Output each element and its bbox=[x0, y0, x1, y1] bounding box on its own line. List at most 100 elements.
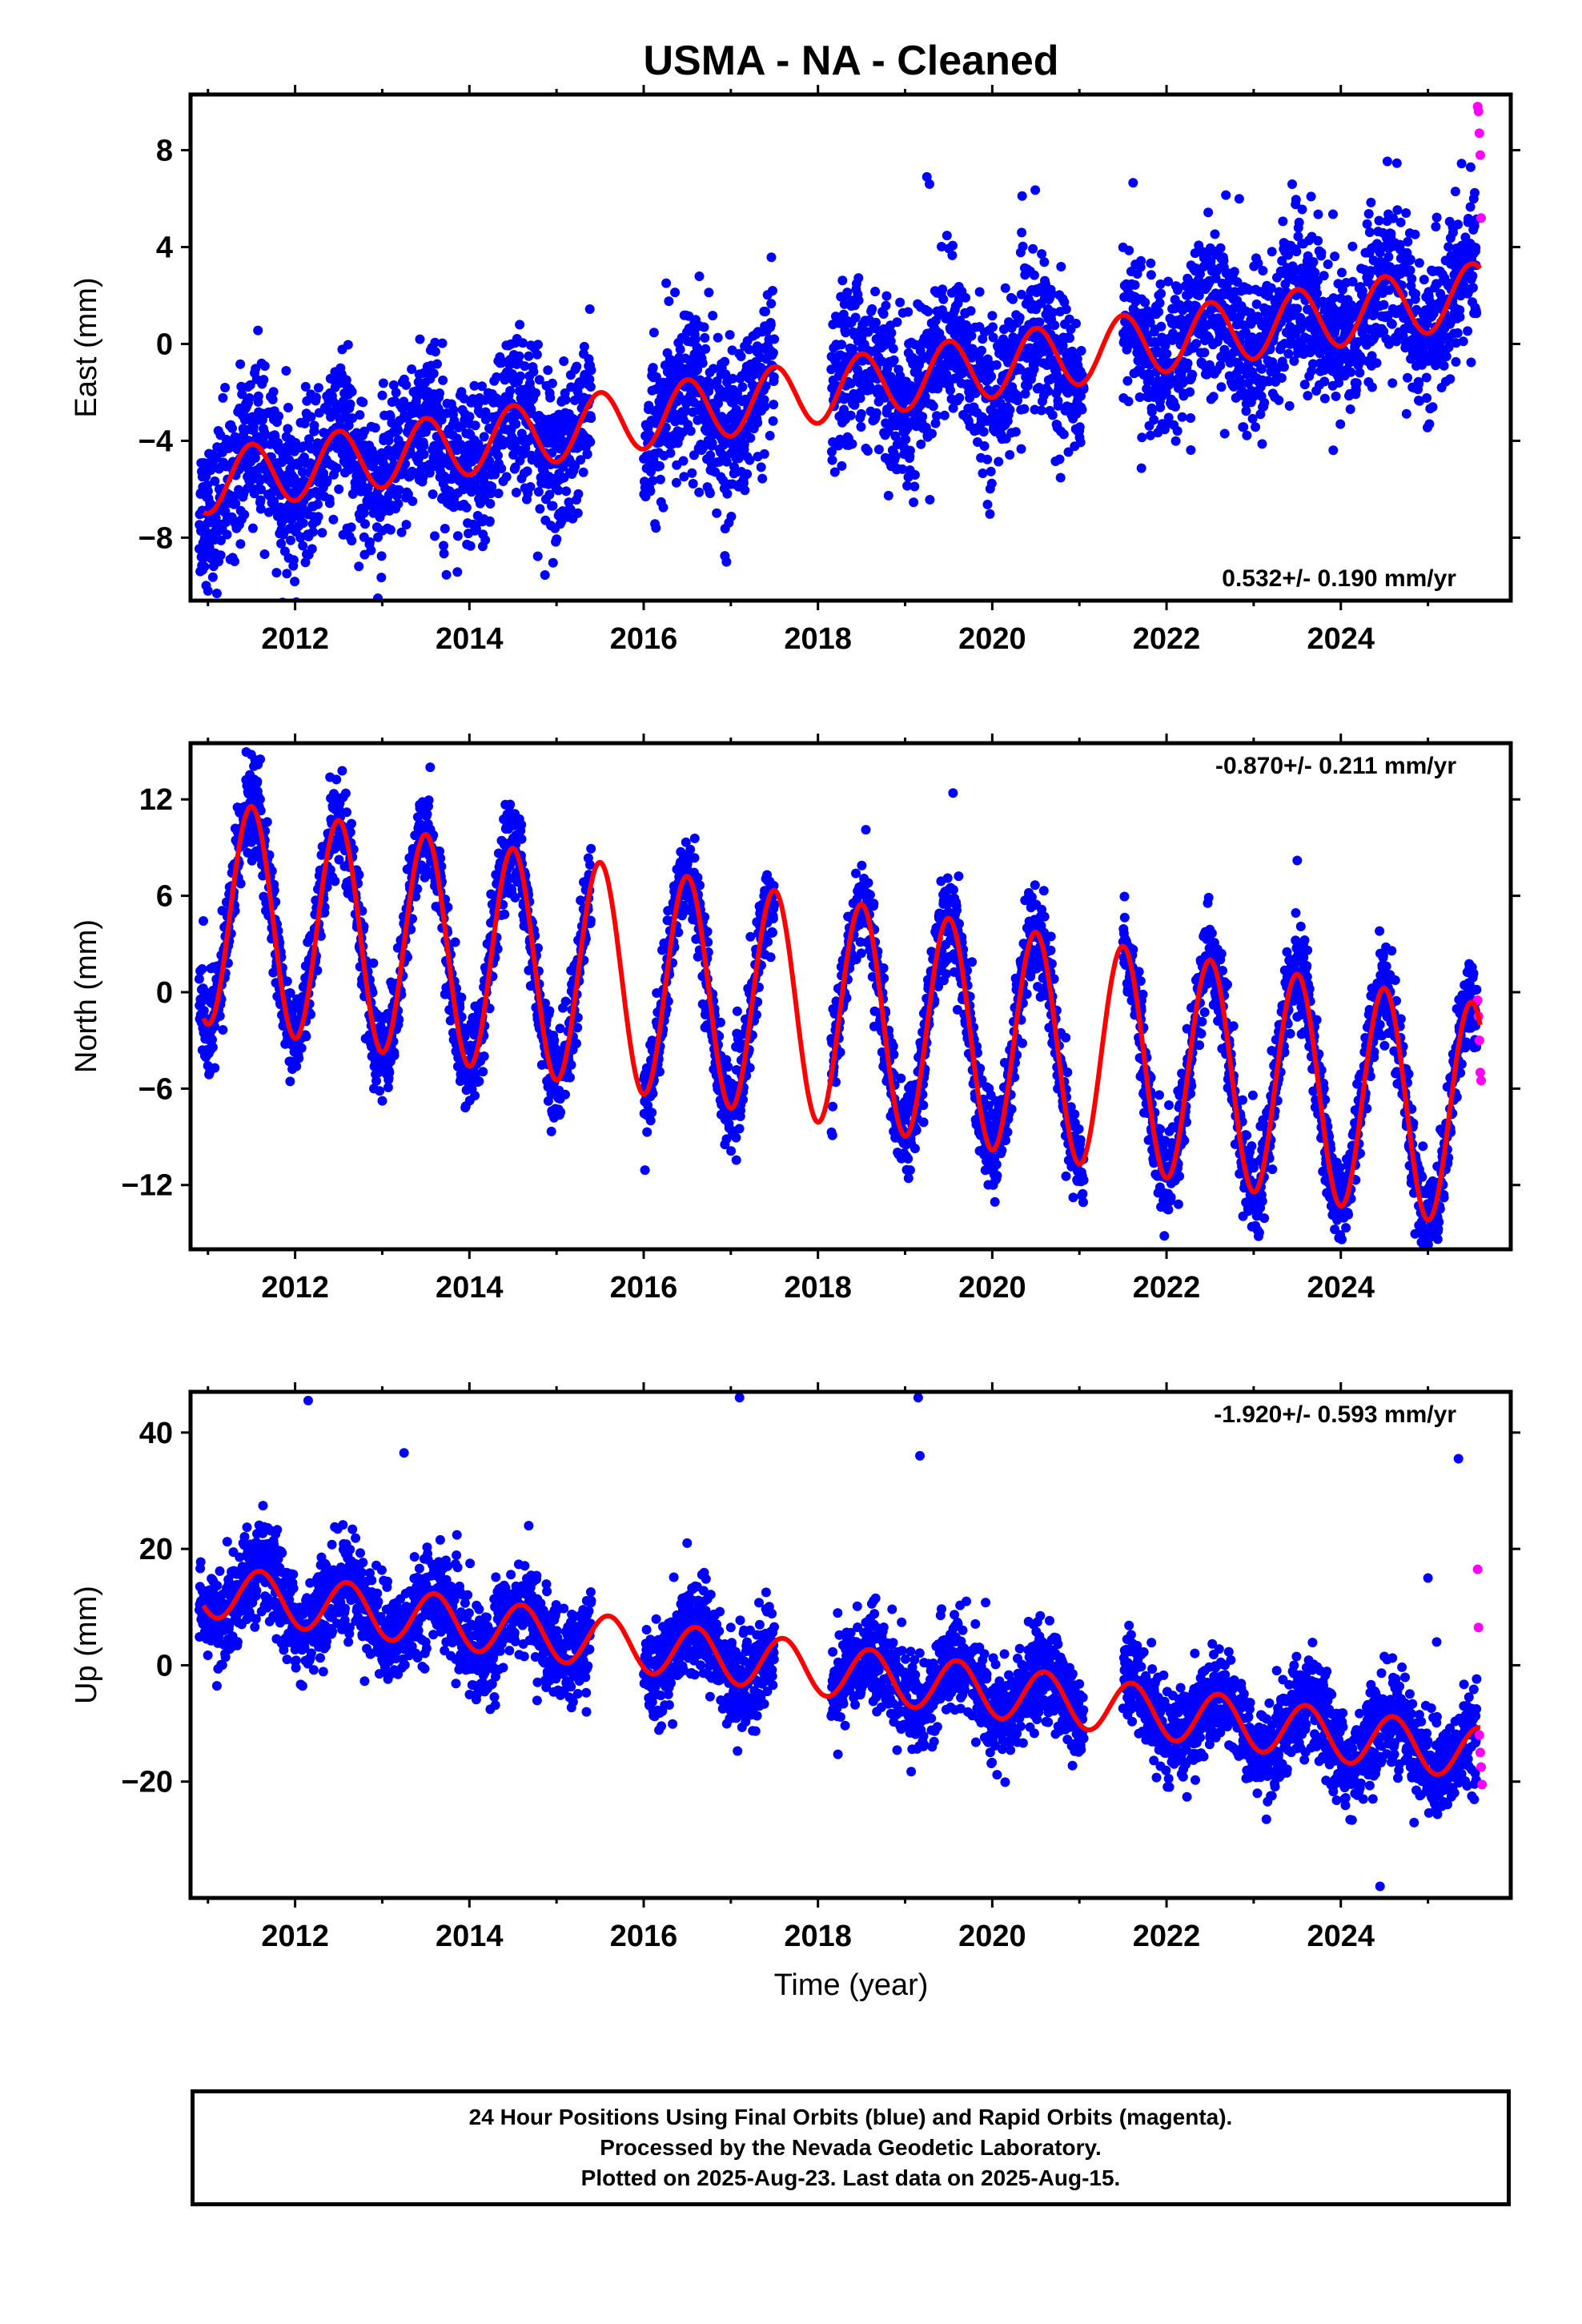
east-point bbox=[245, 380, 255, 390]
east-point bbox=[306, 412, 316, 422]
east-point bbox=[1464, 214, 1474, 224]
east-point bbox=[1382, 156, 1392, 167]
east-point bbox=[378, 378, 388, 388]
east-point bbox=[1211, 273, 1221, 283]
east-point bbox=[867, 304, 877, 314]
east-point bbox=[909, 481, 920, 492]
east-point bbox=[1078, 384, 1089, 394]
east-point bbox=[1421, 372, 1431, 383]
east-point bbox=[655, 474, 665, 485]
north-point bbox=[197, 964, 207, 974]
east-point bbox=[870, 287, 881, 296]
panels-group: 2012 2014 2016 2018 2020 2022 2024840−4−8East … bbox=[70, 85, 1520, 1953]
east-point bbox=[759, 448, 769, 459]
east-point bbox=[570, 461, 580, 472]
east-point bbox=[1384, 285, 1395, 296]
east-point bbox=[1216, 382, 1227, 392]
east-point bbox=[430, 347, 440, 357]
east-point bbox=[1466, 357, 1476, 368]
east-point bbox=[742, 469, 753, 479]
east-point bbox=[532, 551, 543, 561]
east-point bbox=[439, 541, 448, 551]
east-point bbox=[1017, 227, 1027, 238]
north-point bbox=[215, 1011, 225, 1021]
east-point bbox=[1062, 388, 1073, 398]
east-point bbox=[932, 411, 942, 421]
east-point bbox=[850, 312, 861, 323]
east-point bbox=[347, 387, 357, 397]
east-point bbox=[528, 367, 539, 377]
east-model-curve bbox=[203, 261, 1483, 517]
east-point bbox=[713, 332, 723, 343]
east-point bbox=[401, 380, 412, 390]
east-point bbox=[1163, 412, 1174, 423]
east-point bbox=[991, 360, 1002, 370]
figure-title: USMA - NA - Cleaned bbox=[643, 38, 1058, 84]
east-point bbox=[1219, 428, 1230, 439]
north-point bbox=[340, 788, 351, 798]
east-point bbox=[765, 431, 775, 440]
east-frame bbox=[188, 92, 1513, 603]
east-x-tick-label: 2018 bbox=[784, 622, 852, 656]
east-point bbox=[1146, 430, 1155, 440]
east-point bbox=[923, 307, 934, 316]
east-point bbox=[259, 549, 270, 559]
east-point bbox=[313, 512, 323, 522]
east-point bbox=[1379, 326, 1389, 336]
north-point bbox=[330, 876, 340, 887]
east-point bbox=[274, 411, 284, 421]
east-point bbox=[942, 369, 952, 380]
north-point bbox=[325, 865, 335, 875]
east-point bbox=[317, 528, 327, 538]
east-point bbox=[1319, 271, 1329, 281]
east-point bbox=[1431, 212, 1442, 223]
east-point bbox=[525, 482, 536, 492]
east-point bbox=[535, 504, 545, 514]
east-point bbox=[565, 505, 576, 514]
east-point bbox=[1367, 351, 1377, 361]
east-point bbox=[765, 320, 776, 330]
east-point bbox=[1470, 187, 1480, 198]
east-point bbox=[1405, 265, 1415, 275]
east-point bbox=[573, 489, 584, 499]
east-point bbox=[1124, 245, 1134, 255]
east-point bbox=[579, 341, 589, 352]
east-point bbox=[347, 536, 357, 546]
east-point bbox=[1167, 335, 1178, 345]
east-point bbox=[1257, 439, 1267, 449]
east-point bbox=[933, 384, 943, 394]
east-point bbox=[881, 291, 892, 301]
east-point bbox=[1182, 358, 1193, 368]
east-point bbox=[1371, 358, 1382, 368]
east-point bbox=[1146, 270, 1156, 280]
east-point bbox=[982, 454, 993, 464]
east-y-axis-label: East (mm) bbox=[70, 277, 103, 417]
north-point bbox=[291, 1061, 302, 1072]
east-point bbox=[877, 356, 887, 367]
east-point bbox=[1232, 277, 1243, 287]
north-point bbox=[294, 1053, 304, 1063]
east-point bbox=[1323, 259, 1333, 269]
east-point bbox=[308, 527, 318, 537]
east-point bbox=[939, 410, 950, 420]
east-point bbox=[584, 374, 595, 384]
east-point bbox=[586, 365, 596, 376]
east-point bbox=[428, 489, 438, 500]
east-point bbox=[671, 477, 681, 488]
east-point bbox=[883, 490, 893, 501]
east-point bbox=[1170, 436, 1181, 446]
east-point bbox=[1351, 378, 1362, 388]
east-point bbox=[259, 361, 270, 371]
east-point bbox=[230, 557, 239, 566]
east-point bbox=[678, 456, 689, 466]
east-point bbox=[769, 400, 779, 410]
east-point bbox=[1299, 380, 1310, 390]
east-point bbox=[966, 331, 977, 341]
east-point bbox=[545, 392, 556, 403]
east-point bbox=[1443, 242, 1454, 252]
east-point bbox=[253, 325, 263, 336]
east-point bbox=[259, 427, 270, 437]
east-point bbox=[1251, 299, 1262, 309]
east-point bbox=[1287, 179, 1297, 189]
east-x-tick-label: 2012 bbox=[261, 622, 329, 656]
